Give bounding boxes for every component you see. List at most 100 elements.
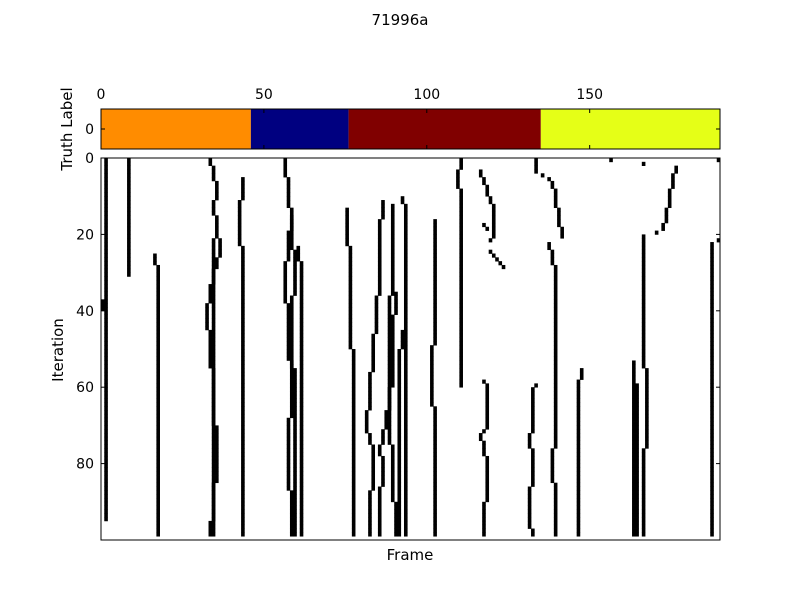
active-cell — [368, 383, 372, 388]
active-cell — [430, 364, 434, 369]
active-cell — [348, 341, 353, 346]
active-cell — [381, 429, 385, 434]
active-cell — [635, 398, 639, 403]
active-cell — [531, 459, 535, 464]
active-cell — [710, 475, 714, 480]
active-cell — [299, 272, 304, 277]
active-cell — [289, 509, 294, 514]
active-cell — [390, 322, 395, 327]
active-cell — [387, 360, 392, 365]
active-cell — [576, 379, 581, 384]
active-cell — [211, 410, 216, 415]
active-cell — [289, 226, 294, 231]
active-cell — [485, 478, 490, 484]
active-cell — [632, 425, 636, 430]
active-cell — [289, 520, 294, 526]
active-cell — [241, 387, 245, 392]
active-cell — [211, 379, 216, 384]
active-cell — [241, 341, 245, 346]
active-cell — [527, 513, 532, 518]
active-cell — [491, 230, 496, 235]
active-cell — [299, 444, 304, 449]
active-cell — [632, 478, 636, 484]
active-cell — [211, 509, 216, 514]
active-cell — [381, 440, 385, 445]
active-cell — [208, 333, 213, 338]
active-cell — [390, 203, 395, 209]
active-cell — [390, 230, 395, 235]
active-cell — [127, 238, 131, 243]
active-cell — [576, 478, 581, 484]
active-cell — [237, 215, 242, 220]
active-cell — [459, 245, 463, 251]
active-cell — [283, 264, 288, 270]
active-cell — [299, 402, 304, 407]
active-cell — [390, 494, 395, 499]
active-cell — [550, 184, 555, 189]
active-cell — [641, 452, 646, 457]
active-cell — [299, 421, 304, 426]
active-cell — [550, 253, 555, 258]
active-cell — [527, 517, 532, 522]
active-cell — [293, 371, 297, 377]
active-cell — [403, 234, 408, 239]
active-cell — [387, 417, 392, 422]
active-cell — [397, 509, 402, 514]
active-cell — [104, 509, 108, 514]
active-cell — [387, 402, 392, 407]
active-cell — [289, 532, 294, 537]
active-cell — [576, 455, 581, 461]
active-cell — [433, 455, 437, 461]
active-cell — [289, 391, 294, 396]
active-cell — [632, 528, 636, 533]
active-cell — [211, 299, 216, 304]
active-cell — [215, 180, 219, 186]
active-cell — [400, 200, 405, 205]
active-cell — [156, 326, 160, 331]
active-cell — [299, 467, 304, 472]
active-cell — [104, 184, 108, 189]
active-cell — [576, 482, 581, 487]
active-cell — [241, 413, 245, 419]
active-cell — [482, 379, 486, 384]
active-cell — [286, 478, 291, 484]
active-cell — [156, 471, 160, 476]
active-cell — [553, 532, 558, 537]
active-cell — [635, 467, 639, 472]
active-cell — [531, 532, 535, 537]
active-cell — [299, 295, 304, 300]
active-cell — [241, 482, 245, 487]
active-cell — [390, 207, 395, 212]
active-cell — [211, 211, 216, 216]
active-cell — [553, 444, 558, 449]
active-cell — [459, 345, 463, 350]
active-cell — [403, 306, 408, 312]
active-cell — [368, 375, 372, 380]
active-cell — [550, 467, 555, 472]
active-cell — [635, 410, 639, 415]
active-cell — [495, 257, 499, 262]
active-cell — [576, 471, 581, 476]
active-cell — [211, 360, 216, 365]
active-cell — [156, 303, 160, 308]
truth-label-panel — [100, 108, 721, 150]
active-cell — [208, 532, 213, 537]
active-cell — [104, 478, 108, 484]
active-cell — [635, 501, 639, 506]
active-cell — [299, 509, 304, 514]
active-cell — [211, 486, 216, 491]
active-cell — [576, 444, 581, 449]
active-cell — [156, 398, 160, 403]
active-cell — [576, 410, 581, 415]
active-cell — [127, 261, 131, 266]
active-cell — [482, 444, 486, 449]
active-cell — [211, 291, 216, 296]
active-cell — [104, 459, 108, 464]
active-cell — [286, 180, 291, 186]
active-cell — [351, 509, 356, 514]
active-cell — [397, 528, 402, 533]
active-cell — [394, 517, 398, 522]
active-cell — [293, 429, 297, 434]
active-cell — [403, 505, 408, 510]
active-cell — [384, 417, 389, 422]
